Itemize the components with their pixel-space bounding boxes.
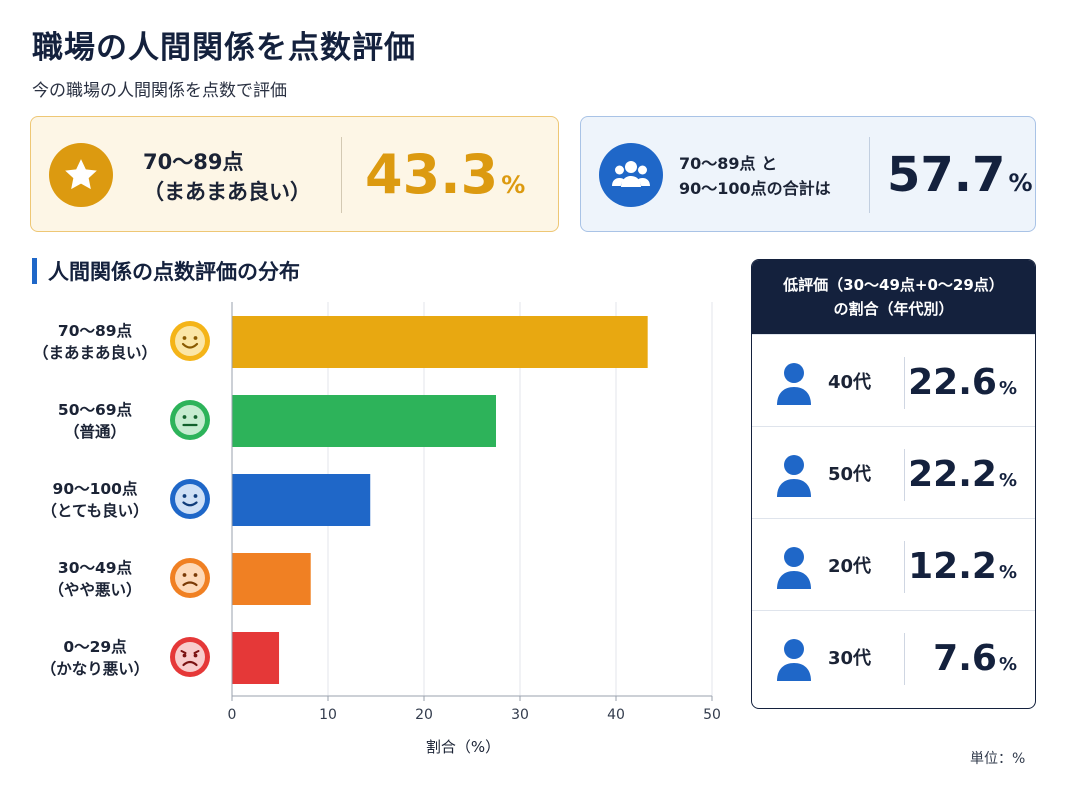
highlight-card-value: 43.3% — [365, 143, 526, 206]
page-title: 職場の人間関係を点数評価 — [32, 30, 416, 66]
section-title: 人間関係の点数評価の分布 — [48, 260, 300, 284]
category-label: 70～89点 （まあまあ良い） — [32, 322, 157, 362]
x-tick-label: 40 — [607, 707, 625, 723]
age-row: 30代 7.6% — [752, 610, 1035, 701]
age-panel-header: 低評価（30～49点+0～29点） の割合（年代別） — [752, 260, 1035, 334]
page-subtitle: 今の職場の人間関係を点数で評価 — [32, 81, 287, 101]
x-tick-label: 30 — [511, 707, 529, 723]
age-label: 50代 — [828, 464, 872, 485]
card-divider — [869, 137, 870, 213]
bar — [232, 632, 280, 684]
highlight-card-label: 70～89点 （まあまあ良い） — [143, 150, 311, 204]
row-divider — [904, 449, 905, 501]
sad-face-icon — [170, 637, 210, 677]
happy-face-icon — [170, 321, 210, 361]
age-value: 22.6% — [908, 362, 1017, 403]
card-divider — [341, 137, 342, 213]
age-row: 50代 22.2% — [752, 426, 1035, 517]
highlight-card-label: 70～89点 と 90～100点の合計は — [679, 154, 831, 198]
bar — [232, 553, 311, 605]
category-label: 0～29点 （かなり悪い） — [40, 638, 150, 678]
frown-face-icon — [170, 558, 210, 598]
age-breakdown-panel: 低評価（30～49点+0～29点） の割合（年代別） 40代 22.6% 50代… — [751, 259, 1036, 709]
star-icon — [49, 143, 113, 207]
person-icon — [777, 639, 811, 681]
neutral-face-icon — [170, 400, 210, 440]
highlight-card-good: 70～89点 （まあまあ良い） 43.3% — [30, 116, 559, 232]
x-tick-label: 20 — [415, 707, 433, 723]
bar — [232, 395, 496, 447]
highlight-card-total: 70～89点 と 90～100点の合計は 57.7% — [580, 116, 1036, 232]
bar — [232, 316, 648, 368]
bar — [232, 474, 371, 526]
x-tick-label: 50 — [703, 707, 721, 723]
age-label: 30代 — [828, 648, 872, 669]
distribution-bar-chart: 0 10 20 30 40 50 割合（%） — [228, 302, 721, 756]
age-row: 40代 22.6% — [752, 334, 1035, 425]
age-label: 40代 — [828, 372, 872, 393]
x-tick-label: 0 — [228, 707, 237, 723]
x-axis-title: 割合（%） — [426, 738, 500, 756]
row-divider — [904, 357, 905, 409]
smile-face-icon — [170, 479, 210, 519]
people-group-icon — [599, 143, 663, 207]
category-label: 30～49点 （やや悪い） — [48, 559, 142, 599]
unit-note: 単位：% — [970, 751, 1026, 767]
person-icon — [777, 455, 811, 497]
category-label: 50～69点 （普通） — [57, 401, 133, 441]
age-value: 12.2% — [908, 546, 1017, 587]
highlight-card-value: 57.7% — [887, 147, 1033, 203]
age-value: 22.2% — [908, 454, 1017, 495]
age-value: 7.6% — [933, 638, 1017, 679]
row-divider — [904, 541, 905, 593]
x-tick-label: 10 — [319, 707, 337, 723]
row-divider — [904, 633, 905, 685]
person-icon — [777, 547, 811, 589]
section-accent-bar — [32, 258, 37, 284]
age-row: 20代 12.2% — [752, 518, 1035, 609]
age-label: 20代 — [828, 556, 872, 577]
category-label: 90～100点 （とても良い） — [41, 480, 149, 520]
person-icon — [777, 363, 811, 405]
